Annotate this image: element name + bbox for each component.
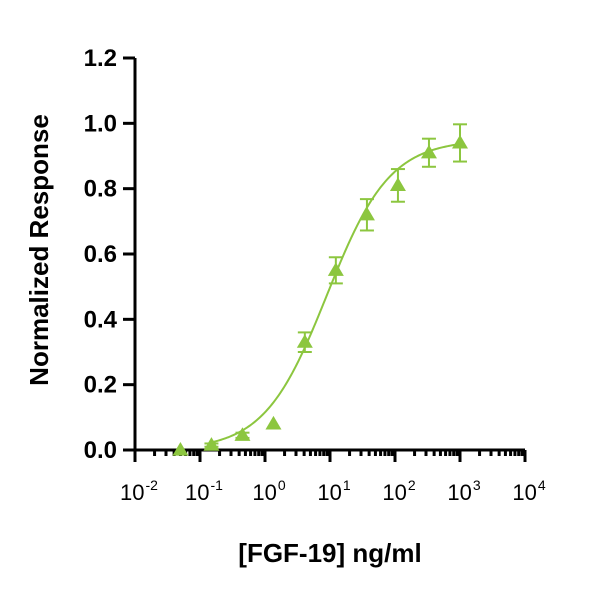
y-tick-label: 1.2 <box>84 45 117 72</box>
x-tick-label-exponent: 2 <box>408 477 416 493</box>
x-tick-label: 102 <box>382 477 415 505</box>
y-axis: 0.0 0.2 0.4 0.6 0.8 1.0 1.2 <box>84 45 137 464</box>
x-tick-label: 100 <box>252 477 285 505</box>
x-axis-title: [FGF-19] ng/ml <box>238 538 421 568</box>
x-tick-label-base: 10 <box>185 480 209 505</box>
x-tick-label-exponent: -2 <box>146 477 159 493</box>
y-tick-label: 0.0 <box>84 437 117 464</box>
x-tick-label-exponent: 4 <box>538 477 546 493</box>
x-axis: 10-2 10-1 100 101 102 103 104 <box>120 448 546 505</box>
data-point <box>358 206 375 221</box>
data-point <box>172 442 189 456</box>
x-tick-label-exponent: -1 <box>211 477 224 493</box>
data-point <box>452 134 468 149</box>
x-tick-label: 103 <box>447 477 480 505</box>
data-point <box>420 144 437 159</box>
data-point <box>296 334 313 348</box>
x-tick-label-base: 10 <box>120 480 144 505</box>
x-tick-label-base: 10 <box>512 480 536 505</box>
x-tick-label: 10-2 <box>120 477 158 505</box>
x-tick-label-exponent: 1 <box>343 477 351 493</box>
x-tick-label-exponent: 0 <box>278 477 286 493</box>
x-tick-label-base: 10 <box>252 480 276 505</box>
x-tick-label-base: 10 <box>447 480 471 505</box>
y-tick-label: 0.8 <box>84 176 117 203</box>
plot-area <box>172 123 468 456</box>
x-tick-label-base: 10 <box>317 480 341 505</box>
x-tick-label: 10-1 <box>185 477 223 505</box>
x-tick-label: 101 <box>317 477 350 505</box>
fit-curve <box>211 143 461 444</box>
y-tick-label: 0.2 <box>84 372 117 399</box>
x-tick-label-exponent: 3 <box>473 477 481 493</box>
y-axis-title: Normalized Response <box>24 114 54 386</box>
data-point <box>234 427 251 441</box>
x-tick-label: 104 <box>512 477 545 505</box>
y-tick-label: 1.0 <box>84 110 117 137</box>
data-point <box>203 437 220 451</box>
y-tick-label: 0.6 <box>84 241 117 268</box>
data-point <box>327 262 344 276</box>
data-point <box>265 415 282 430</box>
data-point <box>389 177 406 191</box>
x-tick-label-base: 10 <box>382 480 406 505</box>
y-tick-label: 0.4 <box>84 306 118 333</box>
